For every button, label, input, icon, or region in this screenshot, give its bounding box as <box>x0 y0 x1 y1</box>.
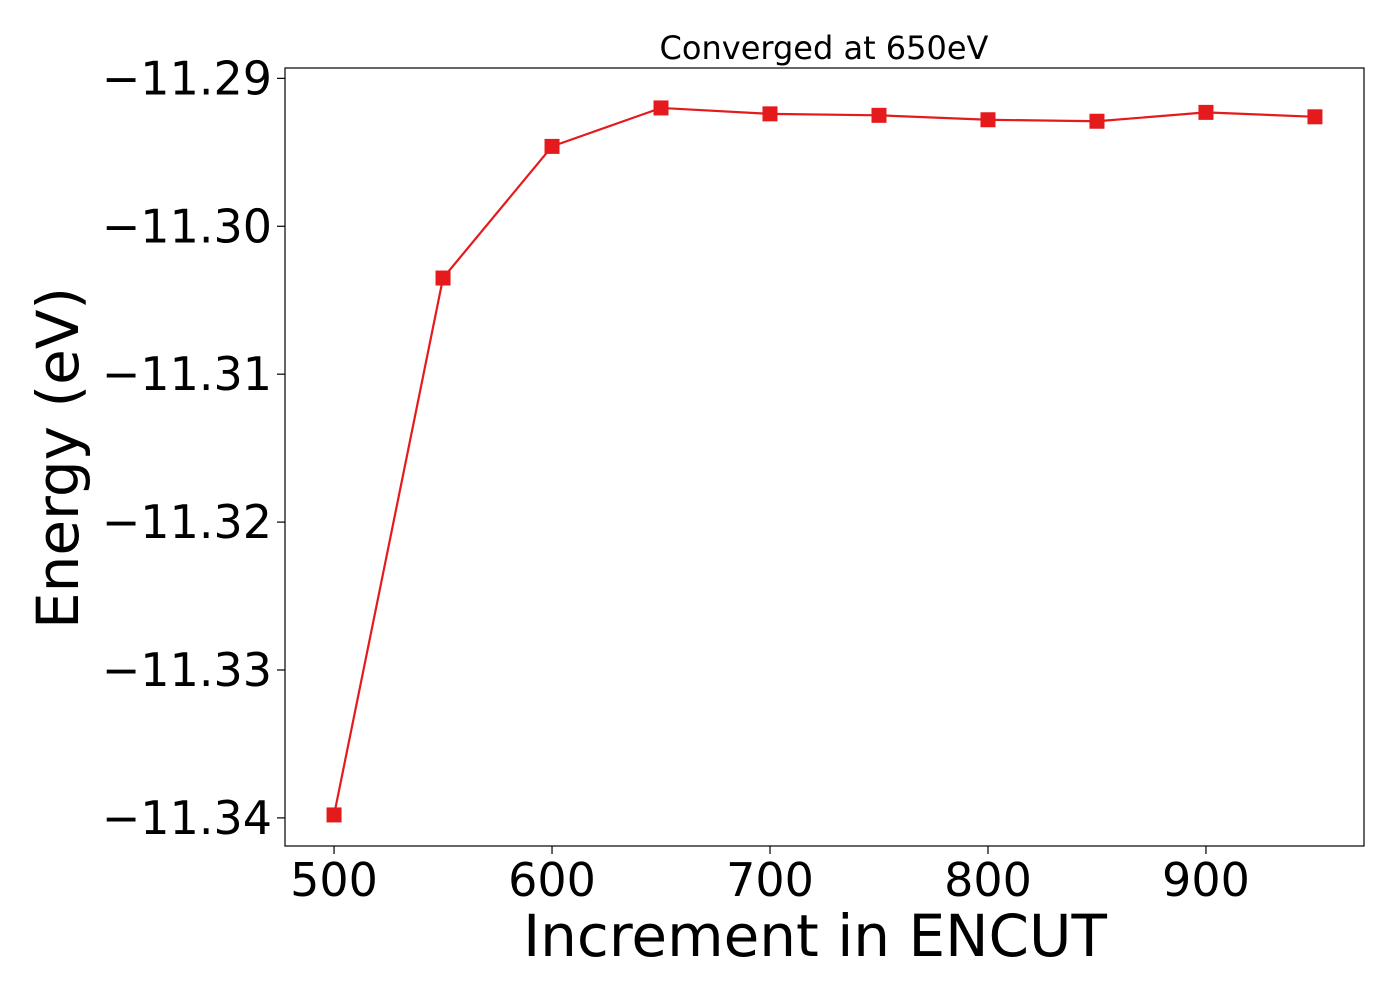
y-tick-label: −11.30 <box>102 199 272 253</box>
data-point-marker <box>544 138 560 154</box>
x-axis-ticks: 500 600 700 800 900 <box>290 846 1250 907</box>
data-point-marker <box>871 107 887 123</box>
y-tick-label: −11.32 <box>102 495 272 549</box>
y-tick-label: −11.29 <box>102 51 272 105</box>
x-tick-label: 500 <box>290 853 378 907</box>
series-layer <box>326 100 1323 823</box>
y-axis-label: Energy (eV) <box>24 287 92 629</box>
data-point-marker <box>1307 109 1323 125</box>
data-point-marker <box>1198 104 1214 120</box>
y-axis-ticks: −11.34 −11.33 −11.32 −11.31 −11.30 −11.29 <box>102 51 285 845</box>
y-tick-label: −11.31 <box>102 347 272 401</box>
x-tick-label: 700 <box>726 853 814 907</box>
x-axis-label: Increment in ENCUT <box>523 902 1107 970</box>
y-tick-label: −11.34 <box>102 791 272 845</box>
plot-area <box>284 67 1365 847</box>
data-point-marker <box>980 112 996 128</box>
x-tick-label: 600 <box>508 853 596 907</box>
chart-title: Converged at 650eV <box>660 29 989 67</box>
series-line <box>332 106 1315 816</box>
data-point-marker <box>435 270 451 286</box>
data-point-marker <box>1089 113 1105 129</box>
y-tick-label: −11.33 <box>102 643 272 697</box>
data-point-marker <box>326 807 342 823</box>
data-point-marker <box>653 100 669 116</box>
x-tick-label: 800 <box>944 853 1032 907</box>
data-point-marker <box>762 106 778 122</box>
x-tick-label: 900 <box>1162 853 1250 907</box>
